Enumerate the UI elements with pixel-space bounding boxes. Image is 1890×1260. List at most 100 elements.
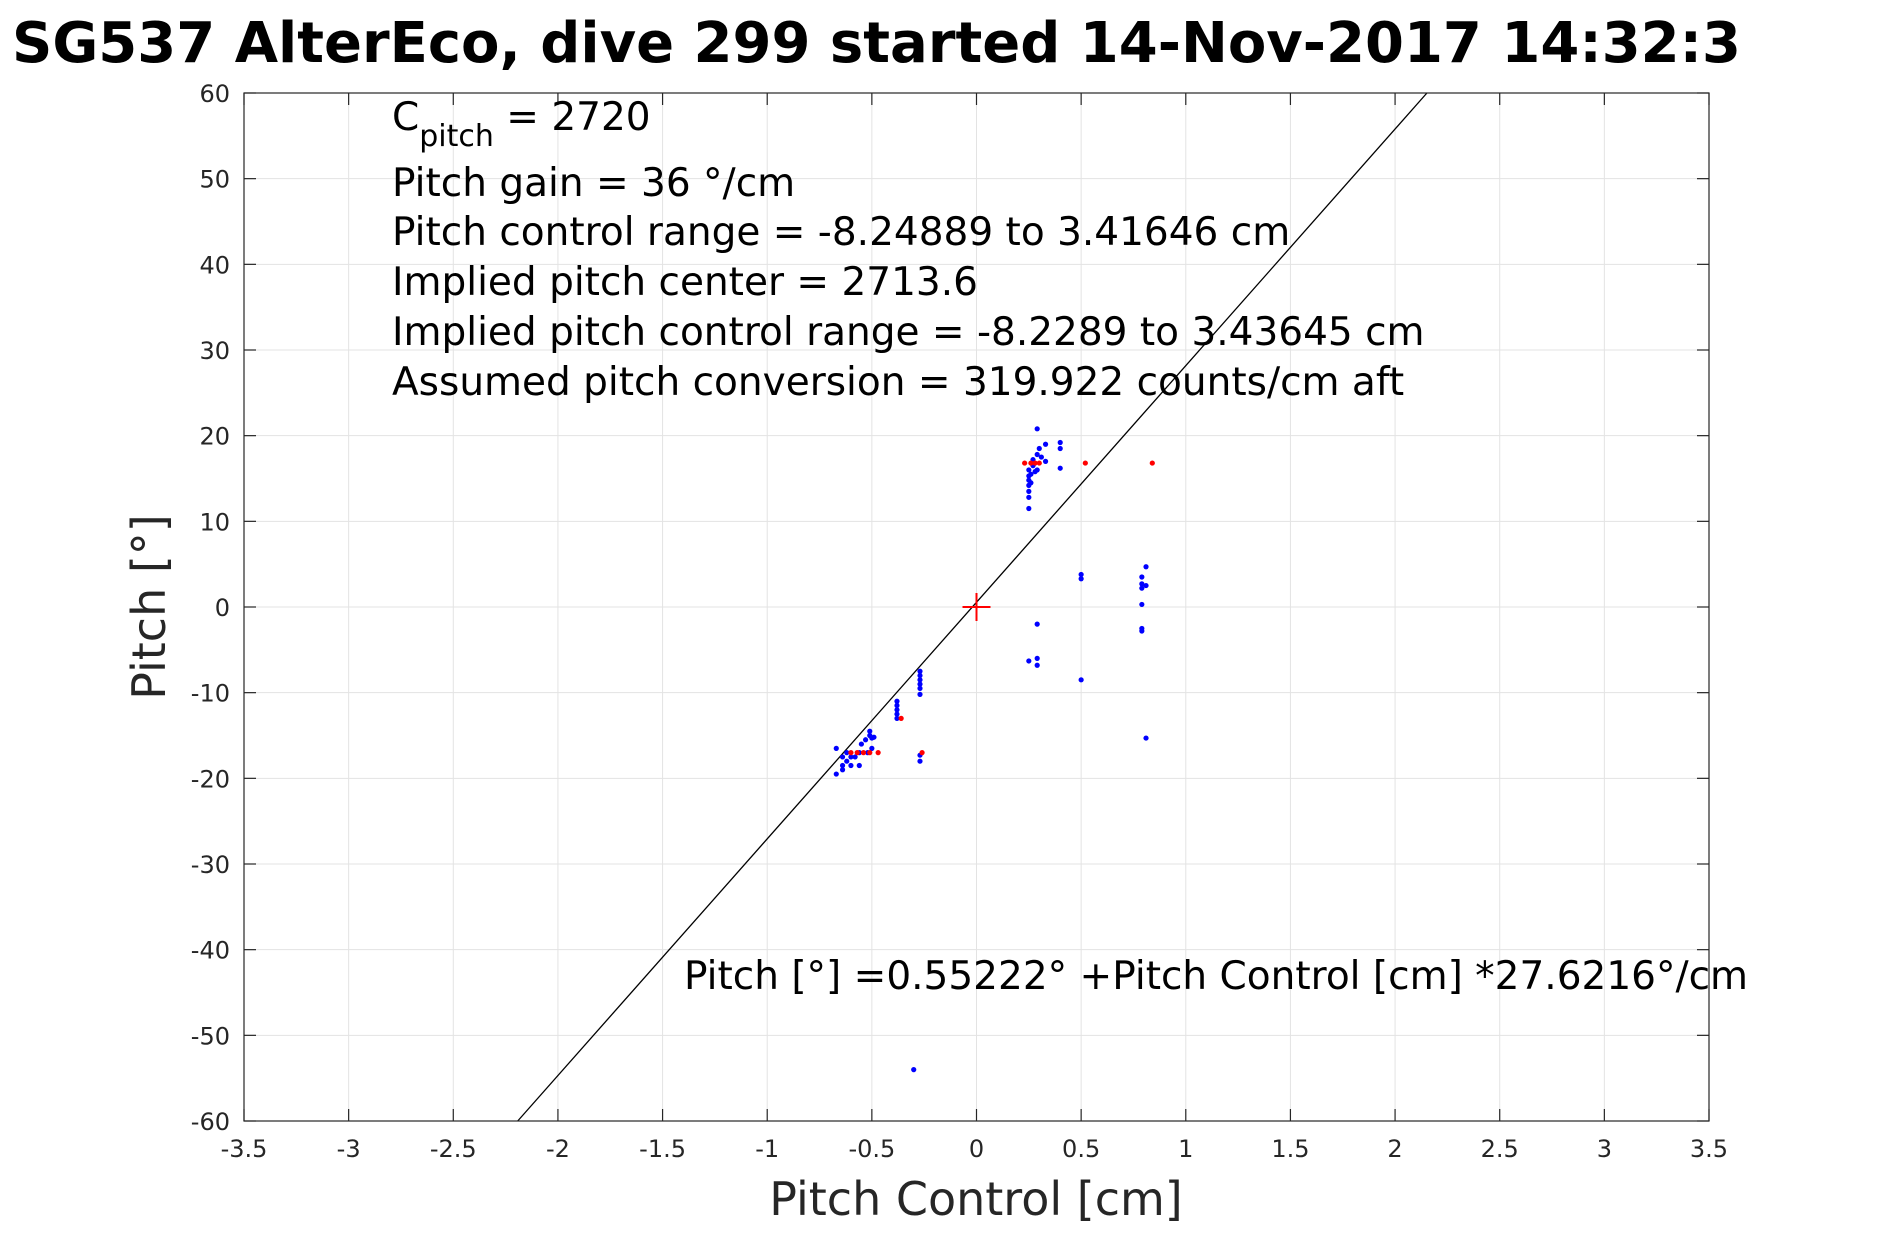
data-point-blue bbox=[833, 745, 839, 751]
x-tick-label: 3.5 bbox=[1690, 1135, 1728, 1163]
data-point-blue bbox=[856, 762, 862, 769]
x-tick-label: 0 bbox=[969, 1135, 984, 1163]
annotation-pitch-conversion: Assumed pitch conversion = 319.922 count… bbox=[392, 360, 1404, 405]
y-tick-label: 10 bbox=[199, 508, 230, 536]
data-point-blue bbox=[867, 728, 873, 734]
data-point-blue bbox=[1034, 662, 1040, 668]
data-point-blue bbox=[1078, 571, 1084, 578]
data-point-blue bbox=[844, 750, 850, 756]
data-point-red bbox=[1149, 460, 1155, 466]
fit-equation: Pitch [°] =0.55222° +Pitch Control [cm] … bbox=[684, 954, 1748, 999]
x-tick-label: 1 bbox=[1178, 1135, 1193, 1163]
annotation-pitch-control-range: Pitch control range = -8.24889 to 3.4164… bbox=[392, 210, 1290, 255]
data-point-blue bbox=[1042, 458, 1049, 464]
x-tick-label: 0.5 bbox=[1062, 1135, 1100, 1163]
c-pitch-value: = 2720 bbox=[494, 95, 651, 140]
y-tick-label: -40 bbox=[191, 937, 230, 965]
x-tick-label: 1.5 bbox=[1271, 1135, 1309, 1163]
x-tick-label: -2 bbox=[546, 1135, 570, 1163]
y-tick-label: -30 bbox=[191, 851, 230, 879]
data-point-blue bbox=[1057, 445, 1063, 452]
data-point-blue bbox=[894, 707, 900, 713]
data-point-blue bbox=[894, 698, 900, 704]
y-tick-label: -60 bbox=[191, 1108, 230, 1136]
data-point-red bbox=[854, 750, 860, 756]
y-tick-label: 0 bbox=[215, 594, 230, 622]
data-point-blue bbox=[917, 758, 923, 764]
data-point-blue bbox=[894, 711, 900, 717]
y-tick-label: 40 bbox=[199, 251, 230, 279]
x-tick-label: -3.5 bbox=[221, 1135, 268, 1163]
data-point-blue bbox=[917, 672, 923, 679]
data-point-red bbox=[860, 750, 867, 756]
annotation-block: Cpitch = 2720 Pitch gain = 36 °/cm Pitch… bbox=[392, 95, 1425, 405]
chart-title: SG537 AlterEco, dive 299 started 14-Nov-… bbox=[12, 11, 1741, 76]
data-point-red bbox=[898, 715, 904, 721]
c-pitch-subscript: pitch bbox=[419, 119, 494, 154]
y-tick-labels: -60 -50 -40 -30 -20 -10 0 10 20 30 40 50 60 bbox=[191, 80, 230, 1136]
data-point-blue bbox=[1078, 576, 1084, 582]
data-point-blue bbox=[1026, 494, 1032, 500]
data-point-blue bbox=[848, 754, 854, 760]
data-point-blue bbox=[917, 691, 923, 697]
x-tick-label: 2.5 bbox=[1481, 1135, 1519, 1163]
data-point-blue bbox=[1036, 445, 1042, 452]
x-tick-label: -1 bbox=[755, 1135, 779, 1163]
data-point-red bbox=[1032, 460, 1038, 466]
data-point-blue bbox=[894, 702, 900, 709]
data-point-blue bbox=[1028, 480, 1034, 486]
data-point-blue bbox=[917, 681, 923, 687]
data-point-blue bbox=[839, 767, 846, 773]
data-point-blue bbox=[1034, 467, 1040, 473]
y-tick-label: 20 bbox=[199, 423, 230, 451]
data-point-blue bbox=[1139, 601, 1145, 608]
x-tick-label: -2.5 bbox=[430, 1135, 477, 1163]
data-point-blue bbox=[1026, 658, 1032, 664]
data-point-blue bbox=[858, 741, 864, 747]
data-point-blue bbox=[839, 762, 846, 769]
y-tick-label: -10 bbox=[191, 680, 230, 708]
grid bbox=[243, 92, 1710, 1122]
data-point-blue bbox=[1034, 655, 1040, 662]
data-point-blue bbox=[1034, 451, 1040, 458]
data-point-red bbox=[875, 750, 881, 756]
data-point-blue bbox=[862, 737, 869, 743]
y-tick-label: 50 bbox=[199, 166, 230, 194]
data-point-red bbox=[919, 750, 925, 756]
data-point-blue bbox=[911, 1067, 917, 1073]
data-point-blue bbox=[852, 754, 858, 760]
data-point-blue bbox=[1042, 441, 1049, 447]
data-point-blue bbox=[1143, 564, 1149, 570]
x-tick-labels: -3.5 -3 -2.5 -2 -1.5 -1 -0.5 0 0.5 1 1.5 2 2.5 3 3.5 bbox=[221, 1135, 1729, 1163]
annotation-implied-pitch-center: Implied pitch center = 2713.6 bbox=[392, 260, 978, 305]
data-point-blue bbox=[1078, 677, 1084, 683]
data-point-blue bbox=[917, 685, 923, 691]
data-point-blue bbox=[871, 734, 877, 740]
y-tick-label: 30 bbox=[199, 337, 230, 365]
data-point-red bbox=[867, 750, 873, 756]
data-point-blue bbox=[1026, 467, 1032, 473]
center-marker-layer bbox=[962, 593, 991, 621]
data-point-blue bbox=[1026, 488, 1032, 494]
x-tick-label: -1.5 bbox=[639, 1135, 686, 1163]
y-tick-label: -50 bbox=[191, 1022, 230, 1050]
data-point-blue bbox=[1139, 628, 1145, 634]
y-tick-label: -20 bbox=[191, 765, 230, 793]
data-point-blue bbox=[1143, 582, 1149, 589]
annotation-implied-pitch-control-range: Implied pitch control range = -8.2289 to… bbox=[392, 310, 1425, 355]
data-point-blue bbox=[848, 762, 854, 769]
x-tick-label: 3 bbox=[1597, 1135, 1612, 1163]
data-point-blue bbox=[1028, 471, 1034, 477]
data-point-blue bbox=[1143, 735, 1149, 741]
data-point-blue bbox=[1057, 439, 1063, 446]
data-point-blue bbox=[1038, 454, 1044, 460]
data-point-blue bbox=[1057, 465, 1063, 471]
x-tick-label: -0.5 bbox=[848, 1135, 895, 1163]
data-point-red bbox=[1022, 460, 1028, 466]
y-tick-label: 60 bbox=[199, 80, 230, 108]
axis-ticks bbox=[243, 92, 1710, 1122]
data-point-blue bbox=[833, 771, 839, 777]
data-points bbox=[833, 426, 1155, 1073]
data-point-blue bbox=[1034, 621, 1040, 627]
